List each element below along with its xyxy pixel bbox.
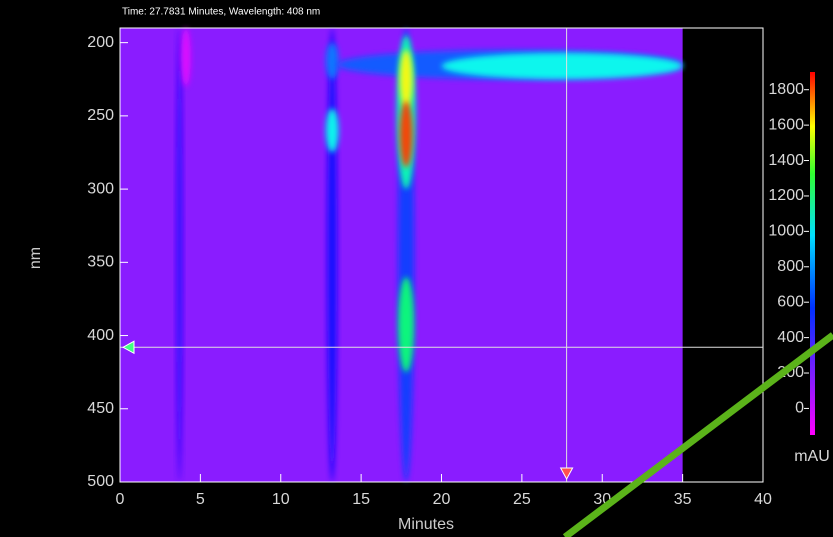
x-tick-label: 0	[116, 491, 125, 508]
plot-area	[120, 27, 683, 482]
heat-feature	[441, 52, 683, 80]
y-tick-label: 300	[87, 180, 114, 197]
heat-feature	[325, 42, 339, 80]
x-tick-label: 35	[674, 491, 692, 508]
y-axis-label: nm	[27, 247, 44, 269]
annotation-line	[562, 332, 833, 537]
colorbar-tick-label: 1400	[768, 152, 804, 169]
colorbar-tick-label: 800	[777, 258, 804, 275]
heat-feature	[325, 108, 339, 153]
y-tick-label: 400	[87, 327, 114, 344]
colorbar-tick-label: 600	[777, 293, 804, 310]
y-tick-label: 200	[87, 34, 114, 51]
x-axis-label: Minutes	[398, 516, 454, 533]
colorbar-tick-label: 1000	[768, 223, 804, 240]
chart-title: Time: 27.7831 Minutes, Wavelength: 408 n…	[122, 7, 320, 18]
x-tick-label: 10	[272, 491, 290, 508]
heat-feature	[399, 101, 413, 168]
colorbar-label: mAU	[794, 448, 830, 465]
colorbar-tick-label: 1600	[768, 116, 804, 133]
axes: 0 5 10 15 20 25 30 35 40200250300350400450500020…	[87, 27, 830, 508]
y-tick-label: 450	[87, 400, 114, 417]
heat-feature	[176, 28, 183, 482]
colorbar-tick-label: 0	[795, 400, 804, 417]
cursor-marker-y	[121, 340, 135, 355]
y-tick-label: 250	[87, 107, 114, 124]
heat-feature	[327, 28, 338, 482]
x-tick-label: 5	[196, 491, 205, 508]
x-tick-label: 40	[754, 491, 772, 508]
x-tick-label: 25	[513, 491, 531, 508]
heat-feature	[181, 27, 191, 87]
heat-feature	[399, 49, 413, 109]
colorbar-tick-label: 1200	[768, 187, 804, 204]
x-tick-label: 15	[352, 491, 370, 508]
colorbar-tick-label: 1800	[768, 81, 804, 98]
cursor-marker-x	[559, 467, 574, 481]
colorbar-tick-label: 400	[777, 329, 804, 346]
heat-feature	[398, 276, 415, 373]
x-tick-label: 20	[433, 491, 451, 508]
colorbar	[810, 72, 815, 435]
y-tick-label: 350	[87, 254, 114, 271]
y-tick-label: 500	[87, 473, 114, 490]
